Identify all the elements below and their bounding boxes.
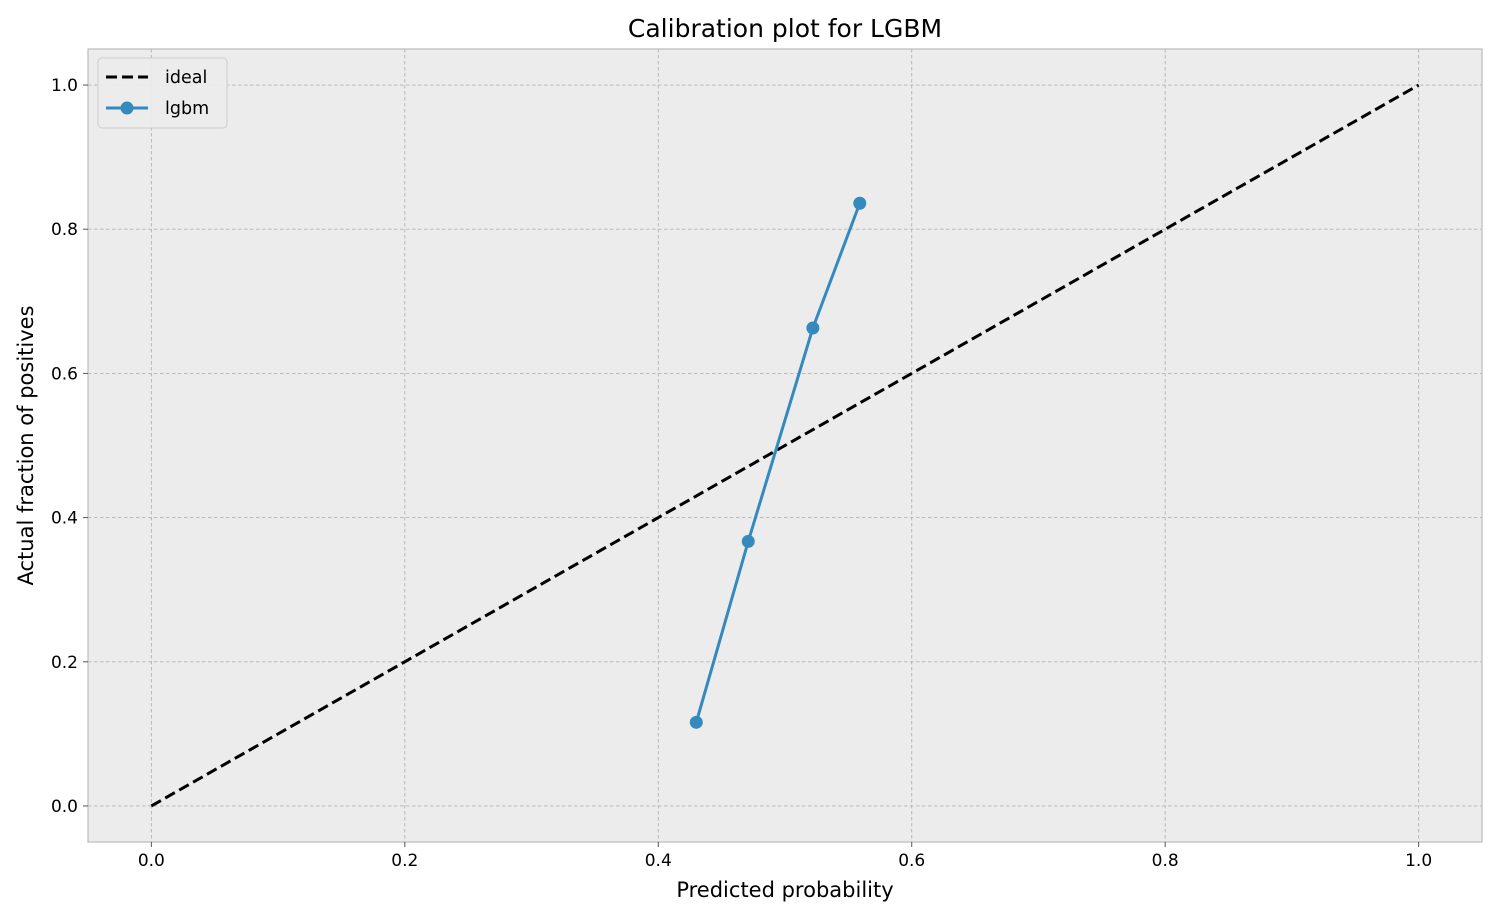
chart-title: Calibration plot for LGBM xyxy=(628,14,942,43)
lgbm-data-point xyxy=(806,321,820,335)
x-tick-label: 0.2 xyxy=(391,851,418,871)
grid-lines xyxy=(88,49,1482,842)
ideal-series-line xyxy=(150,83,1420,808)
lgbm-legend-label: lgbm xyxy=(165,99,209,119)
x-axis-label: Predicted probability xyxy=(676,878,893,902)
y-tick-label: 0.8 xyxy=(51,220,78,240)
lgbm-series-line xyxy=(694,202,862,723)
y-tick-label: 0.2 xyxy=(51,653,78,673)
x-tick-label: 0.6 xyxy=(898,851,925,871)
x-tick-label: 1.0 xyxy=(1405,851,1432,871)
y-tick-label: 0.4 xyxy=(51,509,78,529)
ideal-legend-label: ideal xyxy=(165,68,207,88)
y-axis-label: Actual fraction of positives xyxy=(14,305,38,585)
lgbm-data-point xyxy=(853,196,867,210)
x-tick-label: 0.8 xyxy=(1152,851,1179,871)
lgbm-data-point xyxy=(689,715,703,729)
y-axis-ticks: 0.0 0.2 0.4 0.6 0.8 1.0 xyxy=(51,76,88,817)
lgbm-data-point xyxy=(741,534,755,548)
x-axis-ticks: 0.0 0.2 0.4 0.6 0.8 1.0 xyxy=(138,842,1432,871)
y-tick-label: 0.6 xyxy=(51,364,78,384)
x-tick-label: 0.0 xyxy=(138,851,165,871)
plot-frame xyxy=(87,48,1483,843)
y-tick-label: 1.0 xyxy=(51,76,78,96)
legend: ideal lgbm xyxy=(97,57,228,129)
series-layer xyxy=(150,83,1420,808)
lgbm-legend-marker xyxy=(120,101,134,115)
x-tick-label: 0.4 xyxy=(645,851,672,871)
y-tick-label: 0.0 xyxy=(51,797,78,817)
